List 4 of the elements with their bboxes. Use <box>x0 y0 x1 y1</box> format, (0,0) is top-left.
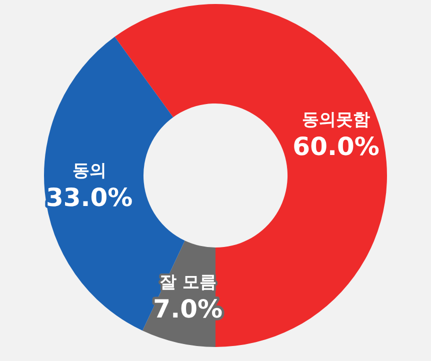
data-label: 60.0% <box>292 132 380 161</box>
slice-label: 동의 <box>72 160 106 181</box>
data-label: 33.0% <box>46 182 133 212</box>
slice-label: 동의못함 <box>302 110 370 130</box>
